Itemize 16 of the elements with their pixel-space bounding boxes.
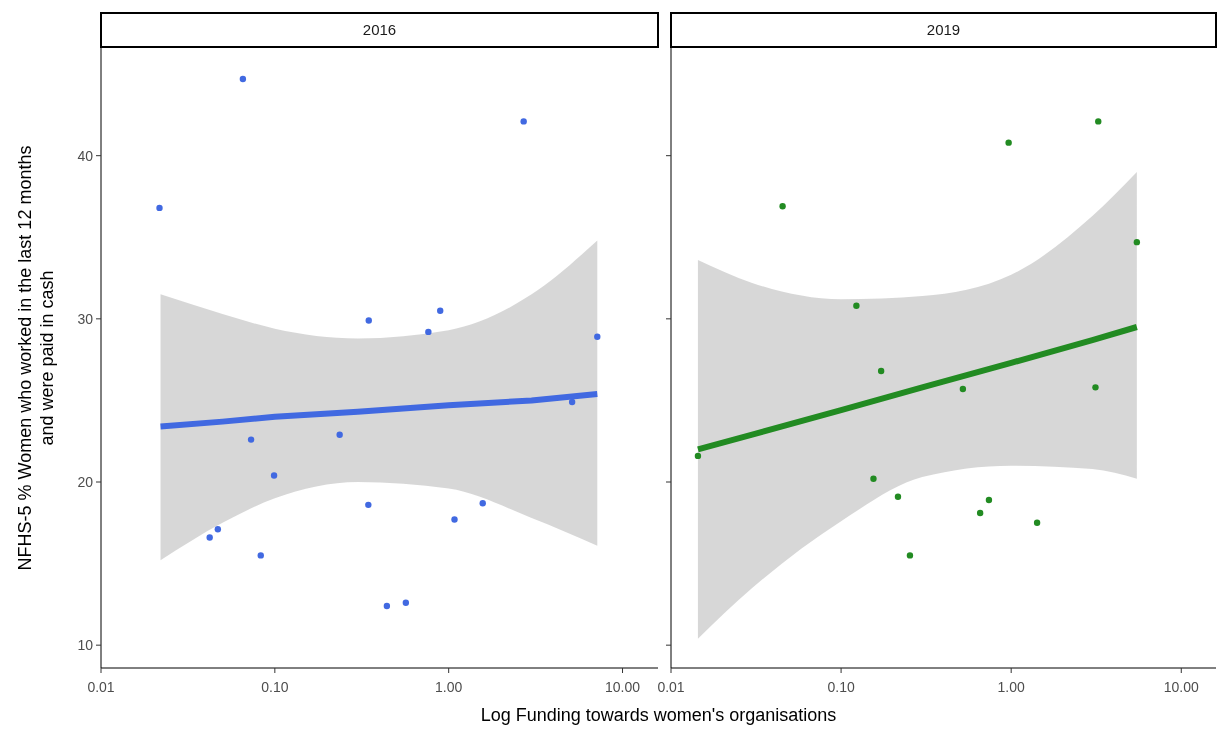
x-tick-label: 10.00	[1163, 679, 1200, 695]
x-tick-label: 0.10	[261, 679, 289, 695]
x-tick-label: 0.01	[657, 679, 685, 695]
x-tick-label: 1.00	[435, 679, 463, 695]
y-tick-label: 10	[77, 637, 94, 654]
y-tick-label: 30	[77, 310, 94, 327]
x-tick-label: 1.00	[997, 679, 1026, 695]
x-tick-label: 0.01	[87, 679, 115, 695]
chart-title: 2019	[926, 21, 961, 38]
y-tick-label: 40	[77, 147, 94, 164]
x-tick-label: 0.10	[827, 679, 855, 695]
y-tick-label: 20	[77, 474, 94, 490]
x-tick-label: 10.00	[604, 679, 641, 695]
chart-title: 2016	[362, 21, 397, 38]
y-axis-title: NFHS-5 % Women who worked in the last 12 months and were paid in cash	[15, 145, 57, 571]
x-axis-title: Log Funding towards women's organisations	[480, 705, 837, 725]
